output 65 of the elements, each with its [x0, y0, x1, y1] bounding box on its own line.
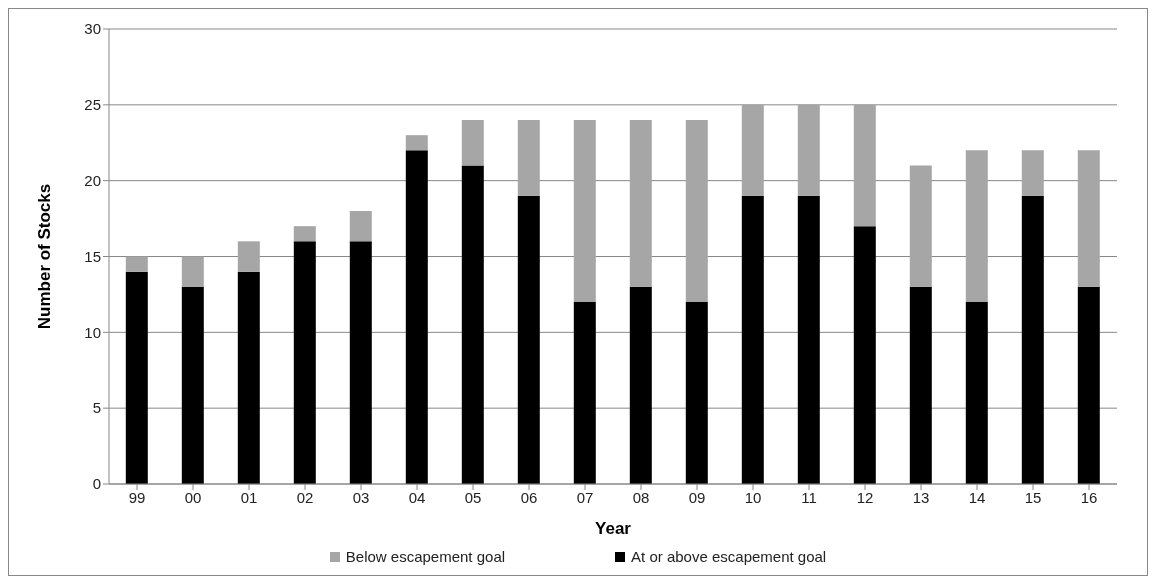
x-tick-label: 00 [184, 488, 202, 506]
bar [125, 271, 148, 484]
bar [629, 286, 652, 484]
bar [797, 195, 820, 484]
x-tick-label: 99 [128, 488, 146, 506]
bar [797, 104, 820, 196]
x-tick-label: 05 [464, 488, 482, 506]
x-tick-label: 10 [744, 488, 762, 506]
bar [461, 165, 484, 484]
x-tick-label: 03 [352, 488, 370, 506]
bar [349, 241, 372, 484]
x-tick-label: 09 [688, 488, 706, 506]
bar [517, 120, 540, 196]
x-tick-label: 06 [520, 488, 538, 506]
bar [1077, 286, 1100, 484]
y-tick-label: 20 [84, 171, 101, 189]
legend-label: Below escapement goal [344, 548, 506, 565]
x-tick-label: 13 [912, 488, 930, 506]
bar [517, 195, 540, 484]
y-tick-label: 15 [84, 247, 101, 265]
bar [293, 241, 316, 484]
y-tick-label: 0 [92, 475, 101, 493]
y-axis-title: Number of Stocks [35, 183, 55, 330]
bar [349, 211, 372, 242]
bar [181, 286, 204, 484]
bar [573, 302, 596, 484]
bar [1021, 150, 1044, 196]
bar [965, 150, 988, 302]
bar [405, 135, 428, 151]
y-tick-label: 5 [92, 399, 101, 417]
y-tick-label: 10 [84, 323, 101, 341]
bar [461, 120, 484, 166]
x-tick-label: 07 [576, 488, 594, 506]
bar [909, 165, 932, 287]
bar [181, 256, 204, 287]
x-tick-label: 04 [408, 488, 426, 506]
bar [405, 150, 428, 484]
bar [853, 104, 876, 227]
bar [237, 241, 260, 272]
bar [685, 302, 708, 484]
x-tick-label: 08 [632, 488, 650, 506]
y-tick-label: 25 [84, 96, 101, 114]
x-tick-label: 12 [856, 488, 874, 506]
bar [125, 256, 148, 272]
bar [853, 226, 876, 484]
bar [573, 120, 596, 302]
bar [1077, 150, 1100, 287]
bar [1021, 195, 1044, 484]
bar [965, 302, 988, 484]
legend-label: At or above escapement goal [630, 548, 827, 565]
bar [685, 120, 708, 302]
x-axis-title: Year [595, 519, 632, 538]
y-tick-label: 30 [84, 20, 101, 38]
bar [629, 120, 652, 287]
bar [237, 271, 260, 484]
x-tick-label: 02 [296, 488, 314, 506]
x-tick-label: 16 [1080, 488, 1098, 506]
x-tick-label: 11 [801, 488, 817, 506]
x-tick-label: 15 [1024, 488, 1042, 506]
bar [741, 104, 764, 196]
bar [741, 195, 764, 484]
x-tick-label: 14 [968, 488, 986, 506]
bar [293, 226, 316, 242]
bar [909, 286, 932, 484]
x-tick-label: 01 [240, 488, 258, 506]
